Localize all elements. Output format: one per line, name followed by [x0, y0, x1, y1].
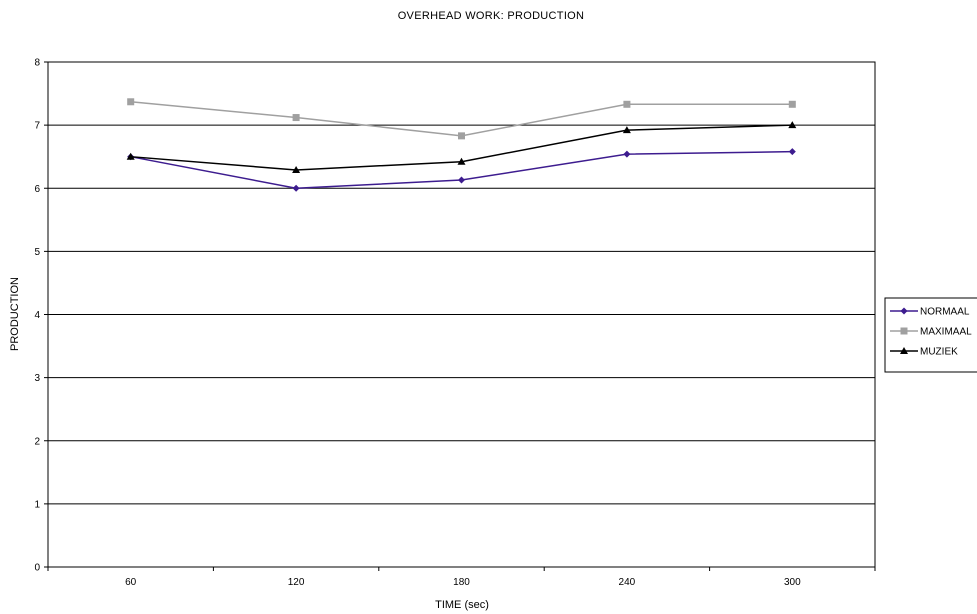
legend-label: MUZIEK — [920, 347, 958, 358]
y-tick-label: 5 — [34, 247, 40, 258]
data-point — [788, 100, 796, 108]
legend-marker — [900, 327, 908, 335]
x-tick-label: 60 — [125, 577, 137, 588]
data-point — [457, 157, 466, 165]
legend-item: MUZIEK — [890, 347, 958, 358]
series-muziek — [126, 121, 797, 173]
series-maximaal — [127, 98, 796, 140]
legend-item: MAXIMAAL — [890, 327, 972, 338]
data-point — [458, 132, 465, 140]
data-point — [292, 184, 300, 192]
data-point — [458, 176, 465, 184]
x-tick-label: 300 — [784, 577, 801, 588]
legend-label: NORMAAL — [920, 307, 970, 318]
legend-label: MAXIMAAL — [920, 327, 972, 338]
legend: NORMAAL MAXIMAAL MUZIEK — [884, 297, 977, 373]
y-tick-label: 4 — [34, 310, 40, 321]
x-tick-label: 180 — [453, 577, 470, 588]
x-axis-title: TIME (sec) — [435, 599, 489, 611]
data-point — [292, 114, 300, 122]
chart-title: OVERHEAD WORK: PRODUCTION — [398, 10, 585, 22]
data-point — [622, 126, 631, 134]
y-tick-label: 3 — [34, 373, 40, 384]
x-tick-label: 240 — [619, 577, 636, 588]
data-point — [623, 150, 631, 158]
data-point — [623, 100, 631, 108]
x-tick-label: 120 — [288, 577, 305, 588]
series-normaal — [127, 148, 796, 192]
data-point — [127, 98, 135, 106]
series-line — [130, 101, 793, 137]
y-tick-label: 6 — [34, 184, 40, 195]
data-point — [292, 165, 301, 173]
y-tick-label: 1 — [34, 499, 40, 510]
legend-marker — [900, 307, 908, 315]
data-point — [126, 152, 135, 160]
y-tick-label: 8 — [34, 58, 40, 69]
legend-marker — [900, 347, 908, 354]
y-axis-title: PRODUCTION — [9, 277, 21, 351]
y-tick-label: 2 — [34, 436, 40, 447]
data-point — [788, 121, 797, 129]
legend-item: NORMAAL — [890, 307, 970, 318]
y-tick-label: 7 — [34, 121, 40, 132]
y-tick-label: 0 — [34, 563, 40, 574]
data-point — [788, 148, 796, 156]
